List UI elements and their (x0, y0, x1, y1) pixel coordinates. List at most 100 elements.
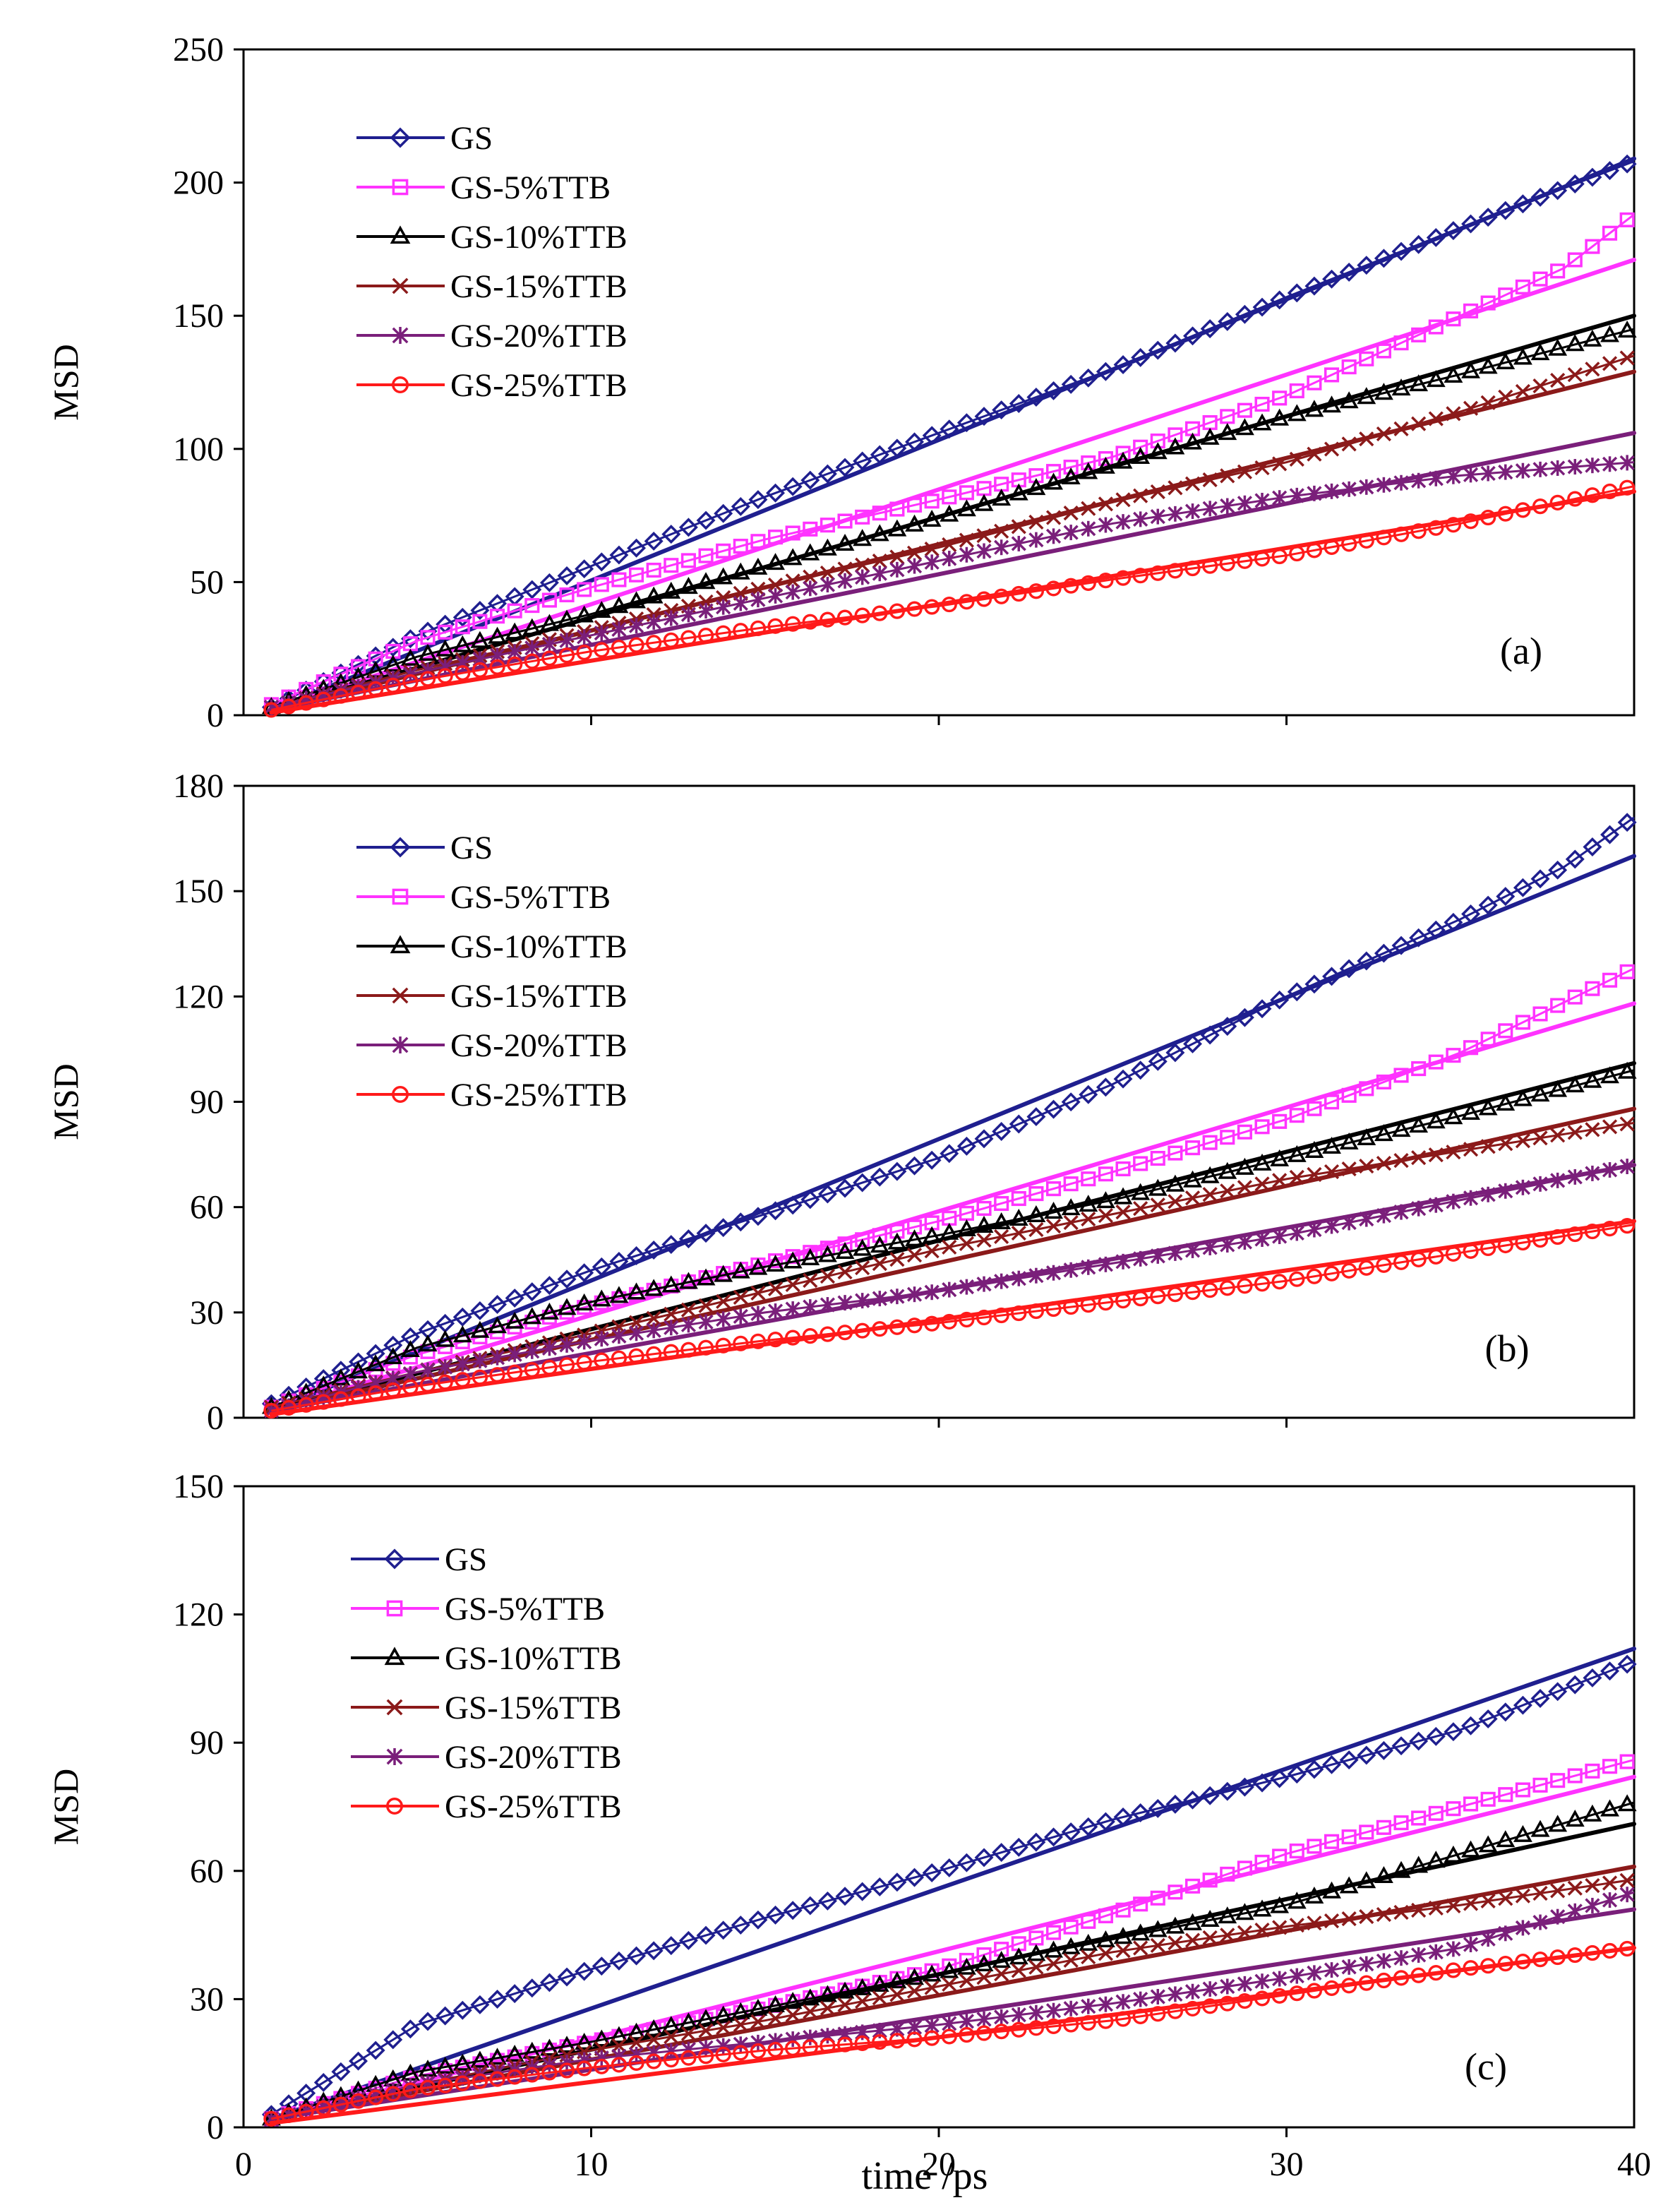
data-point (1532, 1006, 1548, 1022)
legend-label: GS-25%TTB (450, 1077, 628, 1113)
data-point (628, 1325, 644, 1341)
data-point (853, 1882, 872, 1901)
data-point (1393, 421, 1409, 436)
data-point (1287, 283, 1307, 303)
y-tick-label: 150 (173, 297, 224, 335)
data-point (1220, 1236, 1235, 1253)
data-point (1550, 1773, 1566, 1788)
data-point (1322, 1881, 1341, 1899)
data-point (505, 1289, 524, 1308)
data-point (644, 531, 664, 551)
data-point (452, 607, 472, 627)
data-point (472, 2073, 488, 2089)
data-point (1376, 1972, 1392, 1989)
data-point (783, 1195, 803, 1215)
data-point (1515, 1133, 1530, 1149)
data-point (263, 1402, 280, 1419)
data-point (731, 1212, 750, 1232)
data-point (1081, 520, 1096, 537)
data-point (1254, 1922, 1270, 1938)
data-point (1009, 1837, 1028, 1857)
data-point (1289, 1968, 1304, 1984)
data-point (522, 618, 542, 635)
data-point (1480, 1032, 1496, 1047)
data-point (1463, 1243, 1479, 1260)
data-point (959, 1311, 975, 1328)
legend-marker (392, 1036, 409, 1053)
data-point (1131, 347, 1151, 367)
data-point (820, 577, 835, 593)
data-point (1252, 1773, 1272, 1793)
data-point (1307, 1166, 1322, 1183)
data-point (559, 587, 575, 603)
data-point (1359, 1159, 1374, 1174)
data-point (592, 601, 611, 619)
data-point (1237, 1976, 1252, 1992)
data-point (1513, 878, 1532, 897)
data-point (1063, 1298, 1079, 1315)
data-point (959, 532, 974, 548)
data-point (646, 614, 661, 630)
data-point (472, 662, 488, 679)
data-point (1096, 1812, 1115, 1831)
data-point (905, 1229, 924, 1247)
data-point (1184, 1242, 1201, 1258)
data-point (1307, 1965, 1322, 1981)
data-point (628, 2035, 644, 2050)
data-point (1428, 1965, 1444, 1981)
data-point (1165, 333, 1185, 353)
data-point (1307, 446, 1322, 462)
fit-line (269, 1774, 1636, 2121)
data-point (1339, 959, 1359, 979)
data-point (678, 577, 698, 594)
data-point (1602, 1220, 1618, 1237)
data-point (280, 698, 297, 715)
data-point (575, 1263, 594, 1283)
data-point (1272, 1848, 1288, 1864)
data-point (1324, 483, 1340, 499)
data-point (698, 548, 714, 563)
data-point (1515, 462, 1530, 479)
data-point (1011, 585, 1027, 602)
data-point (715, 2046, 731, 2062)
data-point (835, 1981, 855, 1999)
data-point (1220, 1978, 1235, 1995)
data-point (1218, 423, 1237, 441)
data-point (419, 671, 436, 687)
data-point (1098, 2013, 1114, 2029)
data-point (1619, 455, 1635, 471)
data-point (855, 1993, 870, 2009)
data-point (1271, 548, 1288, 565)
data-point (783, 1251, 803, 1269)
data-point (488, 2048, 507, 2065)
data-point (1202, 1872, 1218, 1888)
data-point (1530, 1084, 1550, 1102)
data-point (1600, 161, 1619, 181)
data-point (1009, 1947, 1028, 1965)
data-point (1532, 1914, 1548, 1930)
data-point (1428, 520, 1444, 536)
data-point (1322, 1755, 1341, 1774)
data-point (316, 2100, 332, 2116)
data-point (1150, 1197, 1165, 1213)
data-point (731, 2002, 750, 2019)
legend-entry: GS-25%TTB (356, 1077, 628, 1113)
data-point (1133, 1940, 1148, 1956)
data-point (1063, 578, 1079, 594)
data-point (887, 438, 907, 458)
legend-label: GS-25%TTB (450, 367, 628, 404)
legend-marker (390, 837, 411, 858)
data-point (539, 1276, 559, 1296)
data-point (767, 2011, 784, 2026)
data-point (1304, 1759, 1324, 1779)
data-point (1098, 1946, 1113, 1961)
data-point (716, 1311, 731, 1327)
data-point (524, 1343, 540, 1359)
data-point (1235, 1903, 1254, 1920)
data-point (1026, 387, 1046, 407)
data-point (1289, 1169, 1304, 1185)
data-point (924, 554, 940, 570)
y-tick-label: 120 (173, 978, 224, 1015)
data-point (332, 1391, 349, 1407)
legend-marker (384, 1647, 405, 1666)
